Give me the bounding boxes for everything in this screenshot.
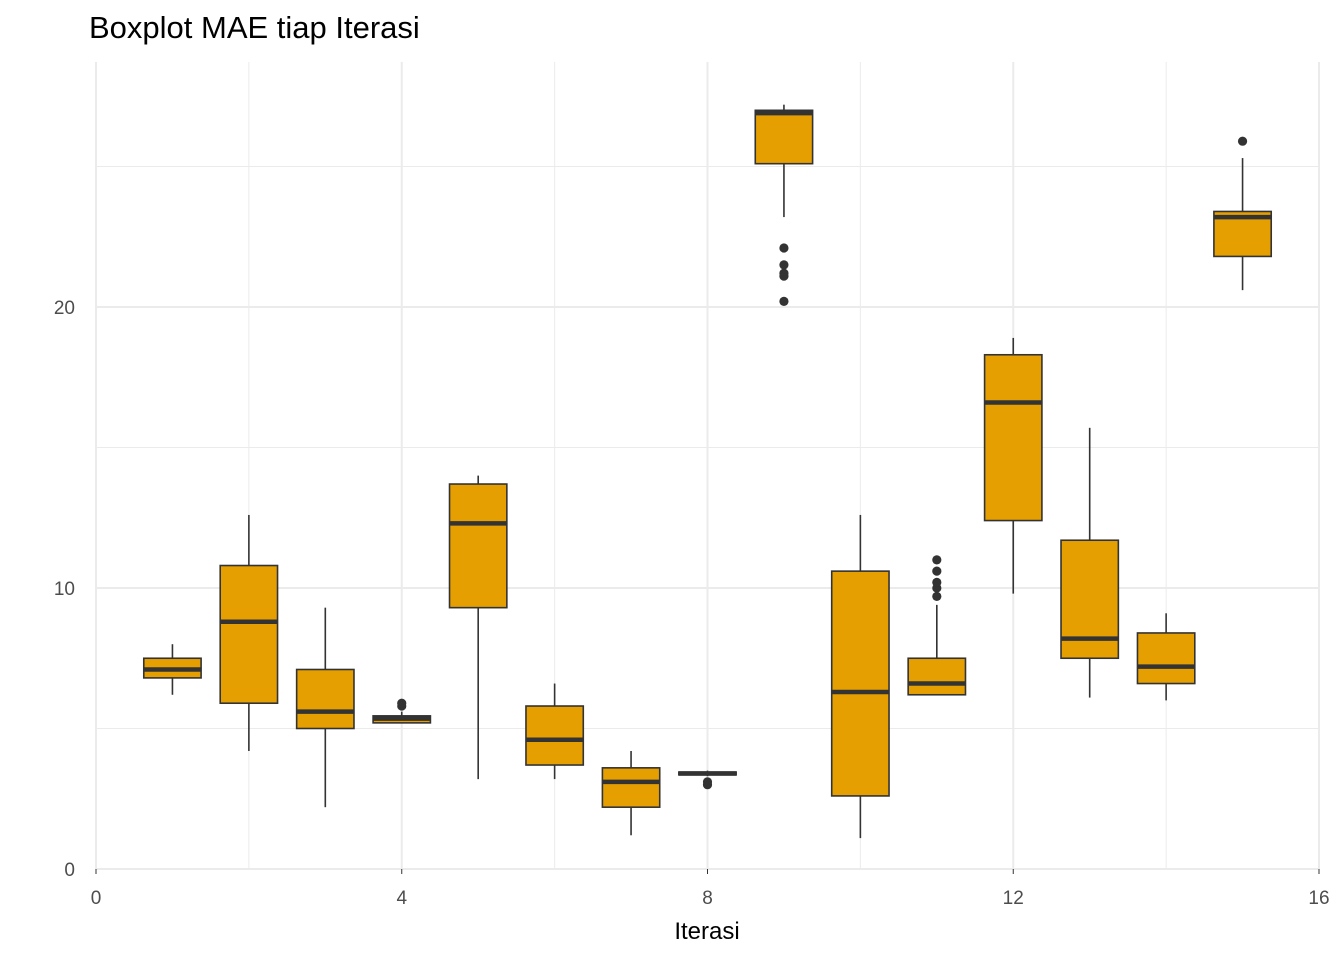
outlier-point — [932, 591, 942, 602]
box-iterasi-14 — [1136, 613, 1196, 701]
box-iqr — [448, 483, 508, 609]
y-tick-label: 0 — [64, 860, 75, 881]
box-iterasi-8 — [678, 770, 737, 790]
outlier-point — [779, 260, 789, 270]
x-tick-label: 8 — [702, 888, 713, 909]
box-iterasi-2 — [219, 514, 279, 751]
box-iqr — [525, 705, 585, 766]
box-iterasi-4 — [372, 698, 432, 724]
box-iqr — [601, 767, 661, 808]
outlier-point — [932, 566, 942, 576]
box-iterasi-12 — [983, 337, 1043, 594]
outlier-point — [779, 296, 789, 306]
outlier-point — [932, 577, 942, 587]
outlier-point — [779, 268, 789, 278]
box-iqr — [754, 109, 814, 165]
outlier-point — [397, 698, 407, 708]
box-iterasi-5 — [448, 475, 508, 780]
box-iqr — [907, 657, 967, 696]
box-iterasi-6 — [525, 683, 585, 780]
box-iterasi-13 — [1060, 427, 1120, 698]
box-iterasi-15 — [1213, 136, 1273, 291]
box-iterasi-3 — [295, 607, 355, 808]
y-axis-ticks: 0 10 20 — [54, 298, 75, 881]
box-series — [142, 104, 1273, 839]
outlier-point — [702, 777, 713, 787]
box-iterasi-1 — [142, 644, 202, 695]
outlier-point — [932, 555, 942, 565]
outlier-point — [1237, 136, 1248, 146]
box-iqr — [219, 564, 279, 705]
x-tick-label: 16 — [1308, 888, 1329, 909]
box-iqr — [295, 668, 355, 730]
x-axis-label: Iterasi — [674, 918, 739, 945]
y-tick-label: 10 — [54, 579, 75, 600]
outlier-point — [779, 243, 789, 253]
box-iqr — [830, 570, 890, 797]
chart-title: Boxplot MAE tiap Iterasi — [89, 10, 420, 45]
box-iterasi-10 — [830, 514, 890, 839]
y-tick-label: 20 — [54, 298, 75, 319]
box-iterasi-9 — [754, 104, 814, 306]
x-axis-ticks: 0 4 8 12 16 — [91, 869, 1330, 909]
x-tick-label: 4 — [396, 888, 407, 909]
x-tick-label: 12 — [1003, 888, 1024, 909]
box-iterasi-7 — [601, 750, 661, 836]
box-iterasi-11 — [907, 555, 967, 696]
major-gridlines — [95, 62, 1320, 870]
box-iqr — [983, 353, 1043, 522]
x-tick-label: 0 — [91, 888, 102, 909]
box-iqr — [1136, 632, 1196, 685]
